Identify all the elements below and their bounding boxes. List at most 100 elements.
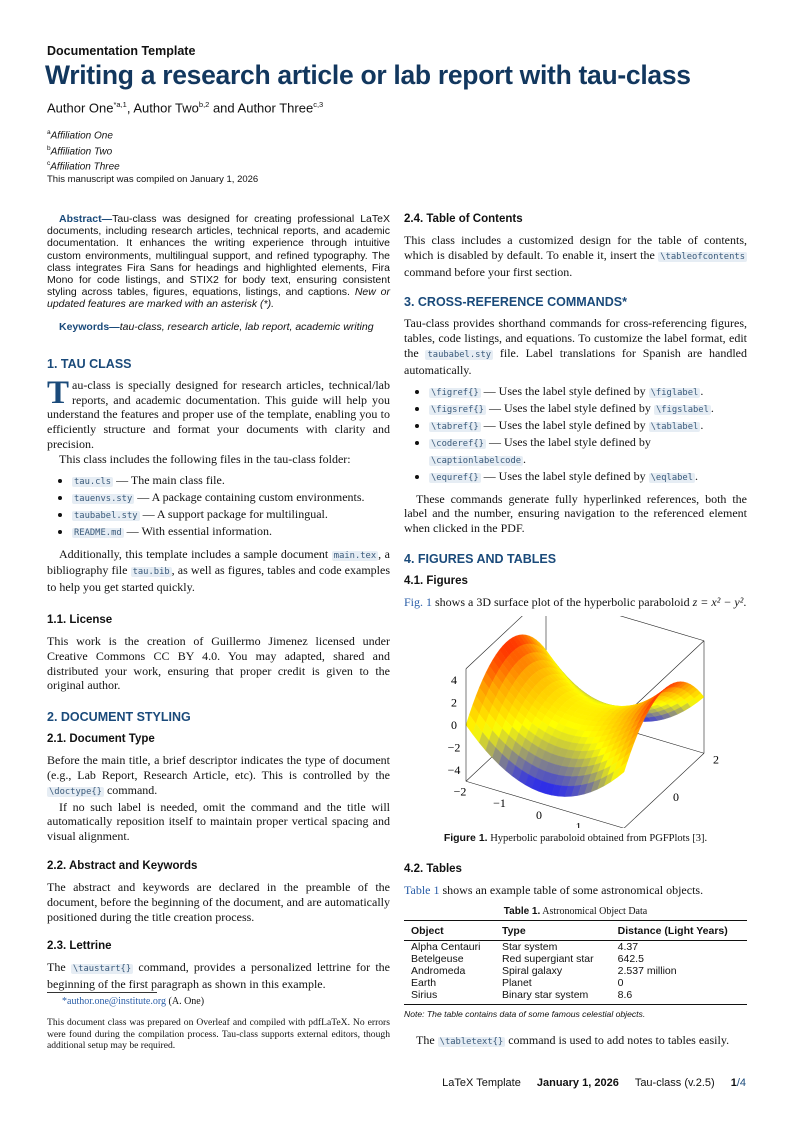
table-cell: Earth (411, 976, 437, 989)
subsection-heading: 2.3. Lettrine (47, 940, 112, 953)
affil-text: Affiliation Two (50, 145, 113, 157)
table-caption: Table 1. Astronomical Object Data (404, 906, 747, 917)
x-tick-label: −1 (493, 796, 506, 810)
column-header: Type (494, 919, 611, 941)
text: If no such label is needed, omit the com… (47, 799, 390, 844)
table-cell: 0 (617, 976, 624, 989)
paragraph: The \tabletext{} command is used to add … (404, 1033, 747, 1050)
text: au-class is specially designed for resea… (47, 377, 390, 452)
z-tick-label: 4 (451, 673, 457, 687)
footnote-text: (A. One) (166, 996, 205, 1007)
text: command before your first section. (404, 264, 573, 279)
author-sup: *a,1 (113, 100, 127, 109)
paragraph: The \taustart{} command, provides a pers… (47, 960, 390, 992)
axis-box-edge (623, 640, 705, 716)
paragraph: If no such label is needed, omit the com… (47, 800, 390, 844)
text: The (416, 1032, 438, 1047)
z-tick-label: −2 (448, 740, 461, 754)
cross-ref-link[interactable]: Fig. 1 (404, 594, 433, 609)
command-list: \figref{} — Uses the label style defined… (404, 384, 747, 486)
section-heading: 1. TAU CLASS (47, 356, 132, 371)
inline-code: \figsref{} (429, 404, 486, 415)
inline-code: \eqlabel (648, 472, 696, 483)
keywords-text: tau-class, research article, lab report,… (119, 320, 374, 333)
text: These commands generate fully hyperlinke… (404, 491, 747, 536)
table-cell: 642.5 (617, 952, 644, 965)
inline-code: \equref{} (429, 472, 481, 483)
paragraph: This class includes a customized design … (404, 233, 747, 279)
email-link[interactable]: *author.one@institute.org (62, 996, 167, 1007)
subsection-heading: 4.2. Tables (404, 862, 462, 875)
z-tick-label: −4 (448, 763, 461, 777)
affiliation: cAffiliation Three (47, 158, 120, 174)
table-cell: 2.537 million (617, 964, 677, 977)
table-cell: Spiral galaxy (501, 964, 563, 977)
affil-sup: a (47, 129, 51, 136)
text: The (47, 960, 71, 975)
subsection-heading: 2.4. Table of Contents (404, 213, 523, 225)
footnote-rule (47, 992, 157, 993)
abstract: Abstract—Tau-class was designed for crea… (47, 213, 390, 311)
text: — Uses the label style defined by (480, 417, 649, 432)
lettrine: T (47, 374, 70, 411)
footer-version: Tau-class (v.2.5) (634, 1077, 715, 1089)
affil-text: Affiliation One (50, 130, 113, 142)
inline-code: \figlabel (648, 387, 701, 398)
caption-label: Figure 1. (443, 831, 488, 844)
text: file. Label translations for Spanish are… (404, 345, 747, 377)
cross-ref-link[interactable]: Table 1 (404, 882, 440, 897)
paragraph: These commands generate fully hyperlinke… (404, 492, 747, 536)
list-item: taubabel.sty — A support package for mul… (72, 507, 390, 524)
text: command. (103, 782, 158, 797)
inline-code: \tabletext{} (437, 1036, 506, 1047)
text: The abstract and keywords are declared i… (47, 879, 390, 924)
author-sup: c,3 (313, 100, 324, 109)
inline-code: \tablabel (648, 421, 701, 432)
table-row: Earth Planet 0 (404, 977, 747, 989)
text: . (523, 451, 527, 466)
abstract-label: Abstract— (59, 213, 113, 225)
footnote: *author.one@institute.org (A. One) (62, 996, 204, 1007)
table-cell: Planet (501, 976, 532, 989)
axis-box-edge (623, 752, 705, 829)
table-row: Alpha Centauri Star system 4.37 (404, 940, 747, 953)
text: This class includes a customized design … (404, 233, 747, 262)
table-cell: Alpha Centauri (411, 940, 481, 953)
column-header: Object (404, 919, 495, 941)
affil-sup: b (47, 144, 51, 152)
text: — A package containing custom environmen… (134, 489, 365, 504)
footer-label: LaTeX Template (442, 1077, 521, 1089)
caption-text: Hyperbolic paraboloid obtained from PGFP… (487, 832, 708, 844)
section-heading: 2. DOCUMENT STYLING (47, 710, 191, 725)
text: . (700, 383, 704, 398)
paragraph: Table 1 shows an example table of some a… (404, 883, 747, 898)
inline-code: tau.cls (72, 476, 114, 487)
affil-text: Affiliation Three (50, 161, 120, 173)
column-header: Distance (Light Years) (610, 919, 747, 941)
inline-code: tau.bib (130, 567, 172, 578)
inline-code: \tabref{} (429, 421, 481, 432)
author-sup: b,2 (198, 100, 210, 109)
inline-code: README.md (72, 527, 124, 538)
inline-code: \figslabel (653, 404, 711, 415)
affiliation: bAffiliation Two (47, 143, 120, 159)
text: Additionally, this template includes a s… (59, 546, 332, 561)
y-tick-label: 0 (673, 790, 679, 804)
inline-code: \figref{} (429, 387, 481, 398)
list-item: tau.cls — The main class file. (72, 473, 390, 490)
table-cell: Betelgeuse (411, 952, 464, 965)
right-column: 2.4. Table of Contents This class includ… (404, 212, 747, 1049)
text: — Uses the label style defined by (480, 383, 649, 398)
subsection-heading: 2.2. Abstract and Keywords (47, 859, 198, 872)
section-heading: 4. FIGURES AND TABLES (404, 551, 557, 566)
text: Tau-class provides shorthand commands fo… (404, 316, 747, 360)
text: — Uses the label style defined by (485, 400, 654, 415)
table-cell: 4.37 (617, 940, 639, 953)
list-item: README.md — With essential information. (72, 524, 390, 541)
affiliations: aAffiliation One bAffiliation Two cAffil… (47, 127, 120, 174)
subsection-heading: 2.1. Document Type (47, 733, 155, 746)
inline-code: \captionlabelcode (429, 455, 524, 466)
author-list: Author One*a,1, Author Twob,2 and Author… (47, 100, 323, 115)
